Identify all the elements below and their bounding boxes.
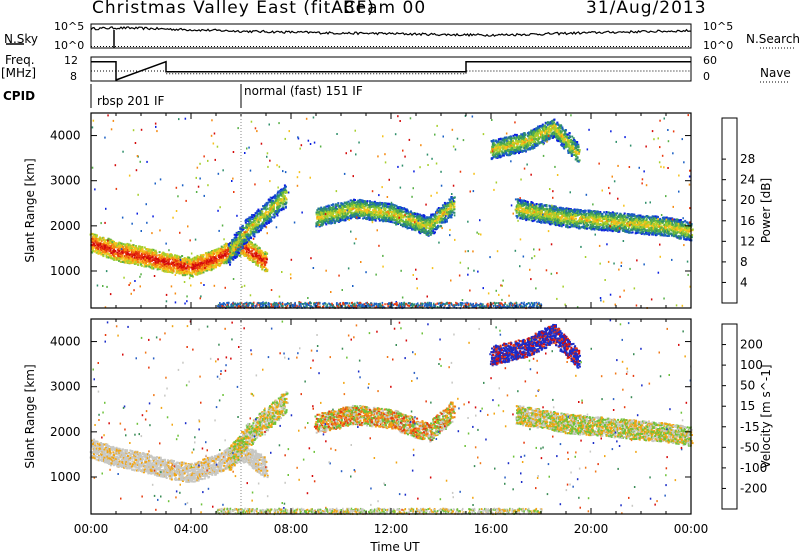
velocity-ylabel: Slant Range [km] [23, 364, 37, 468]
mhz-label: [MHz] [1, 66, 37, 80]
power-colorbar-frame [721, 117, 738, 304]
velocity-ytick-label: 2000 [50, 425, 81, 439]
power-ytick-label: 2000 [50, 219, 81, 233]
xtick-label: 20:00 [574, 522, 609, 536]
freq-ytick-right: 0 [703, 70, 710, 83]
velocity-colorbar-label: 50 [740, 379, 755, 393]
power-ylabel: Slant Range [km] [23, 158, 37, 262]
power-heatmap-cells [89, 114, 694, 310]
freq-label: Freq. [5, 53, 35, 67]
cpid-segment-label: rbsp 201 IF [97, 94, 165, 108]
velocity-colorbar-label: -100 [740, 461, 767, 475]
velocity-colorbar-title: Velocity [m s^-1] [759, 364, 773, 468]
velocity-colorbar-label: -50 [740, 440, 760, 454]
velocity-colorbar-label: 100 [740, 358, 763, 372]
xtick-label: 12:00 [374, 522, 409, 536]
nsky-series-line [90, 26, 691, 38]
velocity-colorbar-label: 200 [740, 338, 763, 352]
freq-ytick-left: 8 [70, 70, 77, 83]
noise-panel-frame [90, 23, 692, 49]
power-ytick-label: 1000 [50, 264, 81, 278]
power-colorbar-label: 4 [740, 275, 748, 289]
cpid-label: CPID [3, 89, 36, 103]
velocity-ytick-label: 3000 [50, 380, 81, 394]
beam-label: Beam 00 [343, 0, 427, 18]
velocity-ytick-label: 1000 [50, 470, 81, 484]
power-colorbar-label: 20 [740, 193, 755, 207]
power-ytick-label: 3000 [50, 174, 81, 188]
power-colorbar-label: 24 [740, 173, 755, 187]
velocity-colorbar-frame [721, 323, 738, 510]
power-colorbar-label: 16 [740, 214, 755, 228]
velocity-ytick-label: 4000 [50, 335, 81, 349]
velocity-colorbar-label: -15 [740, 420, 760, 434]
freq-ytick-right: 60 [703, 54, 717, 67]
xtick-label: 16:00 [474, 522, 509, 536]
noise-ytick-right: 10^5 [703, 20, 733, 33]
xtick-label: 08:00 [274, 522, 309, 536]
xtick-label: 00:00 [74, 522, 109, 536]
cpid-segment-label: normal (fast) 151 IF [244, 84, 363, 98]
velocity-heatmap-cells [89, 319, 694, 516]
freq-series-line [91, 60, 691, 82]
velocity-colorbar-label: -200 [740, 481, 767, 495]
xaxis-title: Time UT [369, 540, 420, 554]
nsearch-label: N.Search [746, 32, 800, 46]
power-colorbar-label: 12 [740, 234, 755, 248]
noise-ytick-left: 10^5 [54, 20, 84, 33]
xtick-label: 00:00 [674, 522, 709, 536]
nsky-label: N.Sky [4, 32, 39, 46]
date-label: 31/Aug/2013 [586, 0, 707, 18]
freq-ytick-left: 12 [64, 54, 78, 67]
noise-ytick-right: 10^0 [703, 39, 733, 52]
chart-title: Christmas Valley East (fitACF) [92, 0, 375, 18]
power-ytick-label: 4000 [50, 129, 81, 143]
noise-ytick-left: 10^0 [54, 39, 84, 52]
velocity-colorbar-label: 15 [740, 399, 755, 413]
power-colorbar-title: Power [dB] [759, 178, 773, 243]
power-colorbar-label: 28 [740, 152, 755, 166]
nave-label: Nave [760, 66, 791, 80]
power-colorbar-label: 8 [740, 255, 748, 269]
freq-panel-frame [90, 56, 692, 82]
xtick-label: 04:00 [174, 522, 209, 536]
